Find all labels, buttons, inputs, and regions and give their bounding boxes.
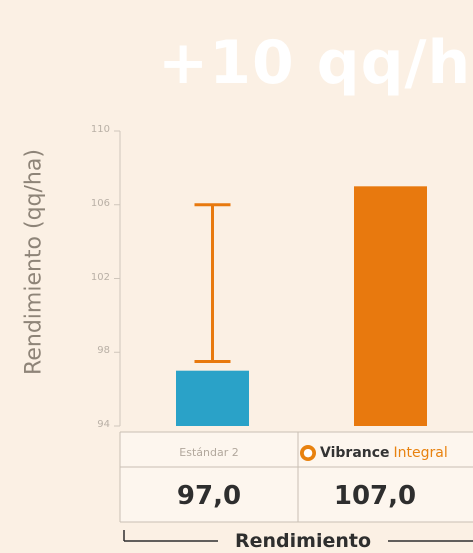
title-banner: +10 qq/ha [128,16,473,148]
y-tick-label: 94 [97,419,110,430]
bar-0 [176,370,249,426]
x-axis-label: Rendimiento [218,529,388,553]
y-tick-label: 106 [90,197,110,209]
value-label-vibrance: 107,0 [333,481,417,511]
bars-layer [176,186,427,426]
value-label-standard: 97,0 [176,481,242,511]
table-background [120,432,473,522]
y-axis-label: Rendimiento (qq/ha) [21,149,47,375]
y-tick-label: 98 [97,345,110,357]
bar-1 [354,186,427,426]
flame-logo-icon: ● [300,445,316,461]
y-tick-label: 102 [90,271,110,283]
brand-name-secondary: Integral [393,445,448,461]
category-label-vibrance: ● Vibrance Integral [300,441,473,465]
axis-layer [114,130,121,427]
value-table [119,431,473,542]
category-label-standard: Estándar 2 [179,446,239,459]
chart-title: +10 qq/ha [158,28,473,98]
brand-name-primary: Vibrance [320,445,390,461]
y-tick-label: 110 [90,124,110,135]
